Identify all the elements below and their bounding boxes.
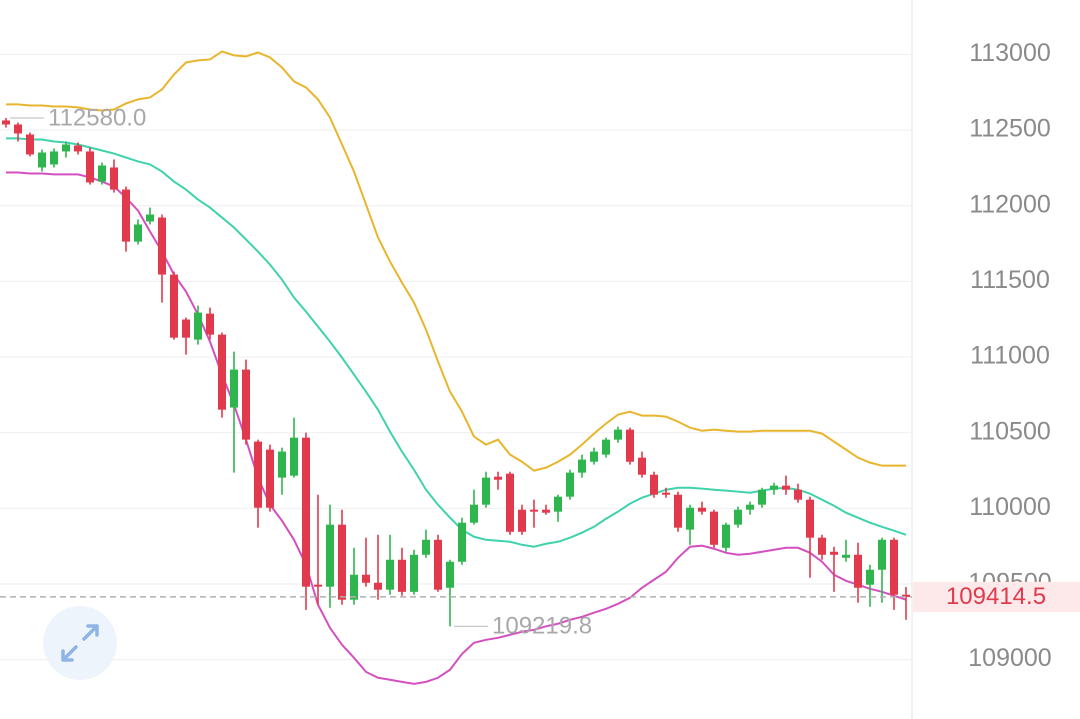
band-line	[6, 137, 907, 548]
candle-body	[806, 499, 814, 538]
candle-body	[302, 437, 310, 587]
candle-body	[326, 524, 334, 587]
candle-body	[638, 457, 646, 475]
candle-body	[266, 449, 274, 508]
candle-body	[146, 214, 154, 222]
candle-body	[50, 151, 58, 165]
candle-body	[890, 539, 898, 595]
candle-body	[818, 537, 826, 555]
candle-body	[734, 509, 742, 525]
candle-body	[902, 594, 910, 597]
y-tick-label: 113000	[969, 39, 1051, 67]
candle-body	[842, 554, 850, 558]
candle-body	[374, 582, 382, 590]
min-label: 109219.8	[492, 613, 592, 640]
candle-body	[686, 507, 694, 530]
expand-icon[interactable]	[61, 624, 99, 662]
candle-body	[674, 494, 682, 528]
candle-body	[794, 489, 802, 500]
candle-body	[410, 554, 418, 592]
max-label: 112580.0	[48, 104, 146, 131]
candle-body	[626, 429, 634, 462]
candle-body	[590, 451, 598, 462]
y-tick-label: 111000	[970, 342, 1050, 370]
candle-body	[398, 559, 406, 592]
candle-body	[866, 569, 874, 585]
candle-body	[182, 319, 190, 338]
y-tick-label: 109000	[968, 644, 1051, 672]
candle-body	[554, 496, 562, 512]
candle-body	[566, 472, 574, 497]
candle-body	[662, 492, 670, 495]
y-tick-label: 112500	[969, 115, 1051, 143]
candle-body	[206, 313, 214, 335]
candle-body	[62, 144, 70, 152]
candle-body	[854, 554, 862, 588]
candle-body	[2, 120, 10, 125]
candle-body	[434, 539, 442, 590]
candle-body	[446, 561, 454, 588]
candle-body	[494, 476, 502, 480]
candle-body	[506, 473, 514, 532]
candle-body	[830, 551, 838, 555]
candle-body	[86, 151, 94, 183]
candle-body	[710, 511, 718, 545]
candle-body	[158, 217, 166, 275]
candle-body	[122, 189, 130, 242]
candle-body	[278, 451, 286, 478]
y-tick-label: 111500	[970, 266, 1050, 294]
candle-body	[134, 224, 142, 242]
candle-body	[230, 369, 238, 408]
candle-body	[218, 334, 226, 410]
candle-body	[530, 509, 538, 512]
expand-button-bg[interactable]	[43, 606, 117, 680]
candle-body	[242, 369, 250, 440]
band-line	[6, 171, 907, 685]
plot-layer: 1090001095001100001105001110001115001120…	[0, 39, 1080, 685]
candle-body	[194, 312, 202, 340]
candle-body	[770, 485, 778, 490]
candle-body	[542, 509, 550, 513]
candle-body	[110, 167, 118, 190]
candle-body	[614, 429, 622, 440]
candle-body	[578, 459, 586, 473]
last-price-tag	[913, 581, 1080, 612]
y-tick-label: 110000	[969, 493, 1051, 521]
candle-body	[422, 539, 430, 555]
candle-body	[782, 485, 790, 490]
candle-body	[650, 474, 658, 495]
candle-body	[170, 274, 178, 338]
expand-button[interactable]	[43, 606, 117, 680]
candle-body	[722, 524, 730, 548]
candle-body	[386, 559, 394, 590]
band-line	[6, 50, 906, 472]
candle-body	[98, 165, 106, 182]
candle-body	[338, 524, 346, 600]
candle-body	[314, 584, 322, 587]
candle-body	[518, 509, 526, 532]
candle-body	[602, 439, 610, 455]
candle-body	[698, 507, 706, 512]
candle-body	[878, 539, 886, 570]
last-price-label: 109414.5	[946, 583, 1046, 610]
candle-body	[458, 522, 466, 562]
candle-body	[14, 124, 22, 134]
candle-body	[758, 489, 766, 505]
candle-body	[482, 477, 490, 505]
candle-body	[290, 437, 298, 476]
candle-body	[26, 134, 34, 155]
candle-body	[350, 574, 358, 600]
candle-body	[470, 504, 478, 523]
candle-body	[362, 574, 370, 583]
candle-body	[38, 152, 46, 168]
y-tick-label: 110500	[969, 417, 1051, 445]
candle-body	[746, 504, 754, 510]
candle-body	[74, 145, 82, 152]
candle-body	[254, 441, 262, 508]
y-tick-label: 112000	[969, 190, 1051, 218]
